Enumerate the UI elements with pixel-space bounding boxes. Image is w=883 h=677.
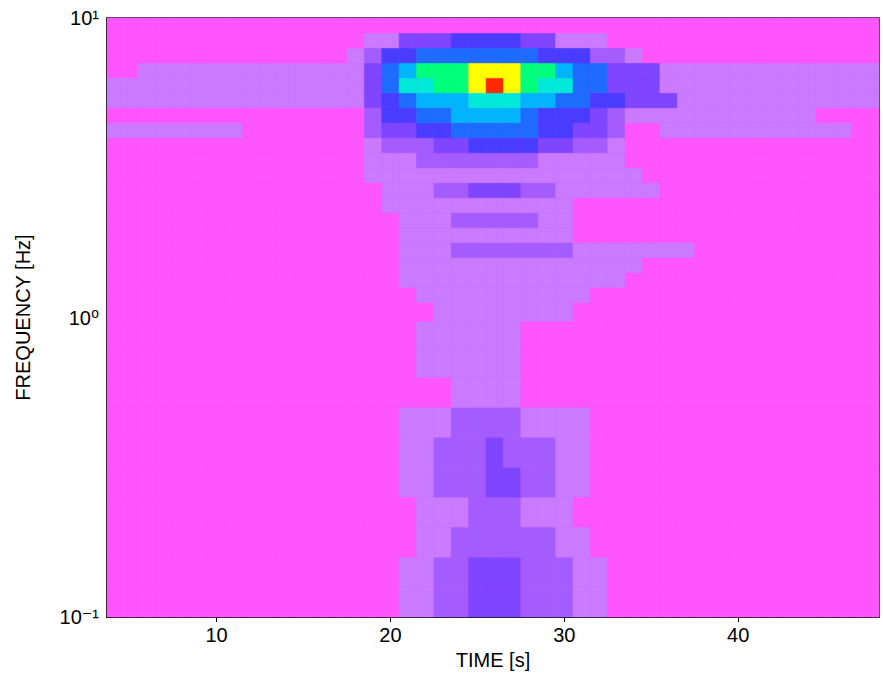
svg-text:10⁰: 10⁰ xyxy=(69,307,99,329)
svg-text:20: 20 xyxy=(379,624,401,646)
svg-text:10: 10 xyxy=(205,624,227,646)
svg-text:FREQUENCY [Hz]: FREQUENCY [Hz] xyxy=(12,234,34,400)
svg-text:40: 40 xyxy=(727,624,749,646)
svg-text:10⁻¹: 10⁻¹ xyxy=(60,606,100,628)
svg-text:10¹: 10¹ xyxy=(70,7,99,29)
svg-text:TIME [s]: TIME [s] xyxy=(456,649,530,671)
svg-text:30: 30 xyxy=(553,624,575,646)
